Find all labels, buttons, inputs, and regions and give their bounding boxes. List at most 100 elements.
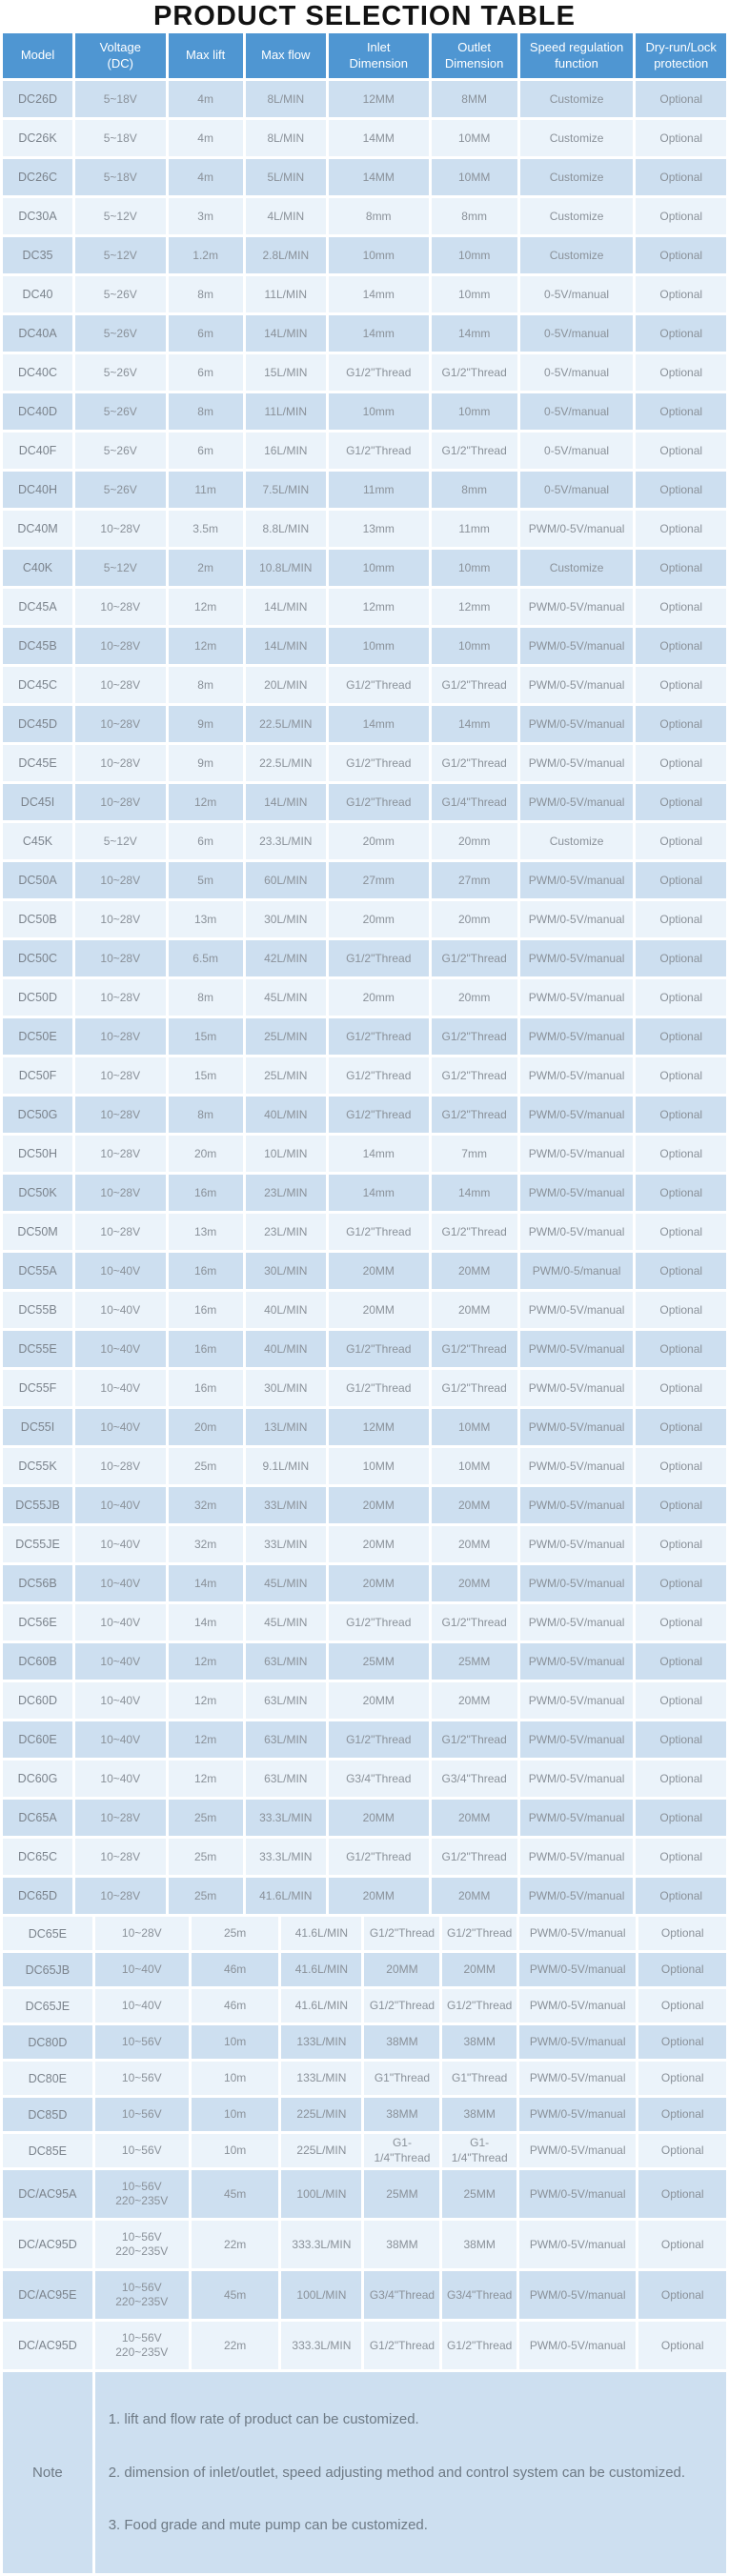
- cell-max-flow: 22.5L/MIN: [245, 745, 326, 782]
- cell-model: DC/AC95A: [3, 2170, 92, 2219]
- cell-voltage: 10~56V 220~235V: [94, 2271, 189, 2320]
- cell-max-lift: 6m: [168, 354, 243, 392]
- page-title: PRODUCT SELECTION TABLE: [153, 1, 576, 31]
- cell-protection: Optional: [636, 393, 726, 431]
- cell-outlet: 10MM: [431, 1409, 517, 1446]
- cell-outlet: 14mm: [431, 315, 517, 352]
- product-table-section-1: Model Voltage (DC) Max lift Max flow Inl…: [0, 30, 729, 1917]
- cell-outlet: 38MM: [442, 2098, 516, 2132]
- cell-inlet: G1/2"Thread: [328, 1370, 429, 1407]
- cell-speed: PWM/0-5V/manual: [519, 511, 634, 548]
- cell-max-flow: 33L/MIN: [245, 1526, 326, 1563]
- cell-voltage: 10~28V: [75, 1097, 166, 1134]
- cell-inlet: 38MM: [364, 2098, 440, 2132]
- cell-max-lift: 22m: [191, 2221, 279, 2269]
- table-row: DC26C 5~18V 4m 5L/MIN 14MM 10MM Customize Optio…: [3, 159, 726, 196]
- cell-speed: PWM/0-5V/manual: [519, 1878, 634, 1915]
- table-row: DC55E 10~40V 16m 40L/MIN G1/2"Thread G1/2"Thr…: [3, 1331, 726, 1368]
- cell-inlet: G1/2"Thread: [328, 784, 429, 821]
- table-row: DC/AC95E 10~56V 220~235V 45m 100L/MIN G3/4"T…: [3, 2271, 726, 2320]
- cell-protection: Optional: [638, 2221, 726, 2269]
- cell-voltage: 5~12V: [75, 823, 166, 860]
- cell-model: DC45I: [3, 784, 73, 821]
- cell-voltage: 10~40V: [75, 1761, 166, 1798]
- cell-protection: Optional: [636, 159, 726, 196]
- table-row: DC60G 10~40V 12m 63L/MIN G3/4"Thread G3/4"Thr…: [3, 1761, 726, 1798]
- cell-max-flow: 45L/MIN: [245, 1565, 326, 1602]
- cell-outlet: 20mm: [431, 823, 517, 860]
- cell-max-flow: 63L/MIN: [245, 1721, 326, 1759]
- cell-protection: Optional: [636, 511, 726, 548]
- header-model: Model: [3, 33, 73, 79]
- cell-protection: Optional: [636, 276, 726, 313]
- cell-max-flow: 14L/MIN: [245, 315, 326, 352]
- cell-speed: Customize: [519, 823, 634, 860]
- cell-max-flow: 2.8L/MIN: [245, 237, 326, 274]
- cell-speed: PWM/0-5V/manual: [519, 1331, 634, 1368]
- header-speed-regulation: Speed regulation function: [519, 33, 634, 79]
- cell-speed: PWM/0-5V/manual: [519, 1487, 634, 1524]
- table-row: DC50M 10~28V 13m 23L/MIN G1/2"Thread G1/2"Thr…: [3, 1214, 726, 1251]
- cell-inlet: 20MM: [328, 1487, 429, 1524]
- cell-inlet: 11mm: [328, 472, 429, 509]
- cell-max-lift: 9m: [168, 745, 243, 782]
- cell-inlet: G1/2"Thread: [364, 1989, 440, 2023]
- note-text: 1. lift and flow rate of product can be …: [94, 2372, 726, 2573]
- cell-model: DC45D: [3, 706, 73, 743]
- cell-outlet: 10MM: [431, 1448, 517, 1485]
- cell-voltage: 10~28V: [75, 1057, 166, 1095]
- cell-inlet: G1/2"Thread: [328, 1097, 429, 1134]
- cell-voltage: 5~18V: [75, 159, 166, 196]
- cell-voltage: 5~12V: [75, 237, 166, 274]
- table-row: DC50D 10~28V 8m 45L/MIN 20mm 20mm PWM/0-5V/man…: [3, 979, 726, 1016]
- cell-max-lift: 16m: [168, 1253, 243, 1290]
- cell-outlet: 20mm: [431, 901, 517, 938]
- cell-speed: PWM/0-5V/manual: [519, 1526, 634, 1563]
- cell-max-flow: 225L/MIN: [281, 2134, 362, 2168]
- cell-voltage: 10~40V: [75, 1721, 166, 1759]
- cell-model: DC55K: [3, 1448, 73, 1485]
- cell-max-flow: 100L/MIN: [281, 2271, 362, 2320]
- cell-protection: Optional: [636, 1136, 726, 1173]
- cell-model: DC26D: [3, 81, 73, 118]
- cell-max-flow: 45L/MIN: [245, 979, 326, 1016]
- cell-max-flow: 30L/MIN: [245, 1370, 326, 1407]
- table-row: DC80E 10~56V 10m 133L/MIN G1"Thread G1"Thread…: [3, 2062, 726, 2096]
- cell-voltage: 10~56V: [94, 2098, 189, 2132]
- cell-protection: Optional: [636, 1214, 726, 1251]
- cell-max-lift: 13m: [168, 901, 243, 938]
- cell-inlet: G1/2"Thread: [328, 1604, 429, 1641]
- cell-outlet: G1/2"Thread: [442, 1989, 516, 2023]
- cell-protection: Optional: [636, 433, 726, 470]
- cell-inlet: 10mm: [328, 628, 429, 665]
- cell-protection: Optional: [636, 237, 726, 274]
- cell-protection: Optional: [636, 1839, 726, 1876]
- table-row: DC60E 10~40V 12m 63L/MIN G1/2"Thread G1/2"Thr…: [3, 1721, 726, 1759]
- cell-inlet: 20MM: [328, 1565, 429, 1602]
- cell-inlet: G1/2"Thread: [328, 1331, 429, 1368]
- cell-max-flow: 100L/MIN: [281, 2170, 362, 2219]
- cell-model: DC50G: [3, 1097, 73, 1134]
- cell-inlet: 12MM: [328, 81, 429, 118]
- cell-outlet: 14mm: [431, 1175, 517, 1212]
- cell-protection: Optional: [636, 940, 726, 977]
- cell-protection: Optional: [636, 1370, 726, 1407]
- cell-outlet: G1/2"Thread: [431, 1370, 517, 1407]
- cell-max-lift: 15m: [168, 1018, 243, 1056]
- table-row: DC65E 10~28V 25m 41.6L/MIN G1/2"Thread G1/2"T…: [3, 1917, 726, 1951]
- cell-max-lift: 45m: [191, 2271, 279, 2320]
- cell-speed: PWM/0-5V/manual: [519, 1292, 634, 1329]
- cell-protection: Optional: [636, 1565, 726, 1602]
- cell-model: DC60G: [3, 1761, 73, 1798]
- cell-inlet: G1/2"Thread: [364, 2322, 440, 2370]
- cell-max-flow: 14L/MIN: [245, 589, 326, 626]
- cell-max-flow: 13L/MIN: [245, 1409, 326, 1446]
- cell-voltage: 10~28V: [75, 1175, 166, 1212]
- cell-max-lift: 16m: [168, 1292, 243, 1329]
- cell-speed: PWM/0-5V/manual: [518, 1989, 637, 2023]
- cell-max-lift: 16m: [168, 1370, 243, 1407]
- cell-max-flow: 225L/MIN: [281, 2098, 362, 2132]
- table-row: DC55JB 10~40V 32m 33L/MIN 20MM 20MM PWM/0-5V/m…: [3, 1487, 726, 1524]
- cell-max-lift: 6m: [168, 433, 243, 470]
- cell-outlet: G1/2"Thread: [442, 2322, 516, 2370]
